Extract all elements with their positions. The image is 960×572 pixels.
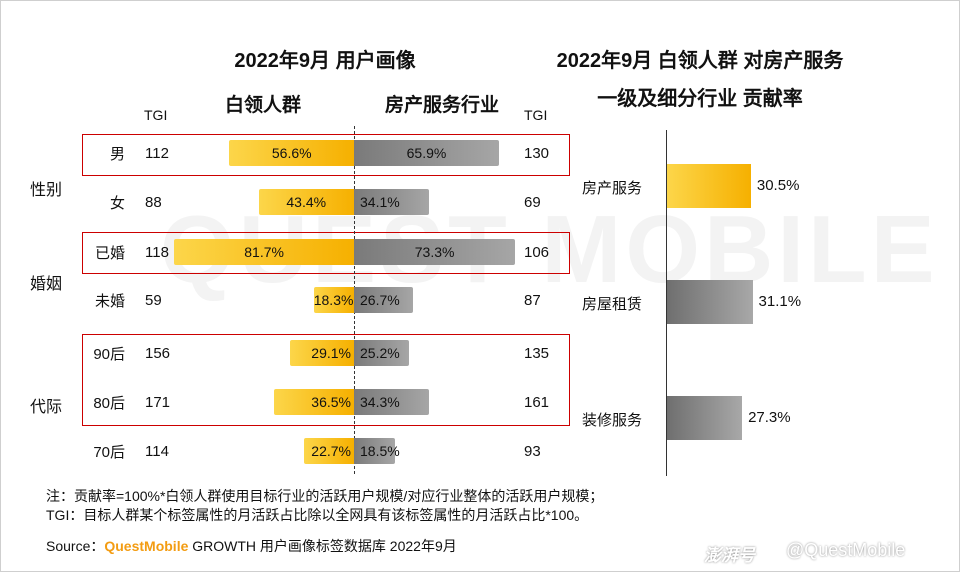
tgi-right-value: 87 [524, 292, 541, 309]
bar-real-estate [354, 287, 413, 313]
group-label-marriage: 婚姻 [30, 276, 63, 293]
tgi-left-value: 88 [145, 194, 162, 211]
category-label: 80后 [93, 395, 125, 412]
tgi-right-value: 93 [524, 443, 541, 460]
contribution-category-label: 房屋租赁 [582, 296, 643, 313]
bar-label-left: 36.5% [311, 394, 351, 410]
bar-white-collar [229, 140, 354, 166]
bar-real-estate [354, 438, 395, 464]
contribution-bar [667, 396, 743, 440]
bar-label-right: 34.3% [360, 394, 400, 410]
bar-real-estate [354, 340, 410, 366]
contribution-value-label: 30.5% [756, 177, 800, 194]
tgi-right-value: 106 [524, 244, 550, 261]
bar-real-estate [354, 140, 499, 166]
tgi-left-value: 171 [145, 394, 171, 411]
right-chart-title-line1: 2022年9月 白领人群 对房产服务 [556, 50, 844, 72]
highlight-box-married [82, 232, 570, 274]
bar-real-estate [354, 239, 516, 265]
bar-white-collar [273, 389, 354, 415]
bar-real-estate [354, 189, 430, 215]
category-label: 女 [109, 195, 125, 212]
bar-label-right: 26.7% [360, 292, 400, 308]
source-brand: QuestMobile [104, 538, 189, 554]
category-label: 男 [109, 146, 125, 163]
bar-label-right: 25.2% [360, 345, 400, 361]
tgi-left-value: 59 [145, 292, 162, 309]
bar-white-collar [304, 438, 354, 464]
series-header-left: 白领人群 [225, 95, 302, 116]
bar-label-right: 34.1% [360, 194, 400, 210]
source-prefix: Source： [46, 538, 105, 554]
tgi-right-value: 69 [524, 194, 541, 211]
bar-white-collar [258, 189, 354, 215]
highlight-box-male [82, 134, 570, 176]
bar-white-collar [289, 340, 354, 366]
bar-label-right: 65.9% [406, 145, 447, 161]
contribution-category-label: 装修服务 [582, 412, 643, 429]
series-header-right: 房产服务行业 [385, 95, 500, 116]
note-line-2: TGI：目标人群某个标签属性的月活跃占比除以全网具有该标签属性的月活跃占比*10… [46, 507, 589, 523]
category-label: 已婚 [94, 245, 125, 262]
category-label: 90后 [93, 346, 125, 363]
bar-label-left: 22.7% [311, 443, 351, 459]
right-chart-axis [666, 130, 667, 476]
tgi-header-right: TGI [524, 107, 548, 123]
contribution-bar [667, 280, 753, 324]
source-rest: GROWTH 用户画像标签数据库 2022年9月 [188, 538, 457, 554]
contribution-value-label: 27.3% [748, 409, 791, 426]
bar-white-collar [313, 287, 354, 313]
contribution-value-label: 31.1% [758, 293, 802, 310]
watermark-right: @QuestMobile [786, 540, 906, 560]
tgi-header-left: TGI [144, 107, 168, 123]
category-label: 70后 [93, 444, 125, 461]
bar-label-right: 18.5% [360, 443, 400, 459]
tgi-right-value: 161 [524, 394, 550, 411]
bar-label-left: 18.3% [313, 292, 354, 308]
tgi-right-value: 135 [524, 345, 550, 362]
bar-label-left: 81.7% [244, 244, 284, 260]
tgi-left-value: 118 [145, 244, 169, 261]
category-label: 未婚 [94, 293, 125, 310]
note-line-1: 注：贡献率=100%*白领人群使用目标行业的活跃用户规模/对应行业整体的活跃用户… [46, 488, 604, 504]
bar-label-left: 43.4% [286, 194, 327, 210]
tgi-left-value: 156 [145, 345, 171, 362]
watermark-left: 澎湃号 [704, 546, 755, 565]
bar-label-left: 56.6% [271, 145, 312, 161]
tgi-left-value: 112 [145, 145, 169, 162]
group-label-generation: 代际 [30, 399, 63, 416]
tgi-right-value: 130 [524, 145, 550, 162]
bar-label-right: 73.3% [414, 244, 455, 260]
left-chart-title: 2022年9月 用户画像 [234, 50, 416, 72]
contribution-category-label: 房产服务 [582, 180, 643, 197]
bar-real-estate [354, 389, 430, 415]
tgi-left-value: 114 [145, 443, 169, 460]
contribution-bar [667, 164, 751, 208]
bar-label-left: 29.1% [311, 345, 351, 361]
group-label-gender: 性别 [30, 182, 63, 199]
source-line: Source：QuestMobile GROWTH 用户画像标签数据库 2022… [46, 536, 457, 556]
bar-white-collar [174, 239, 354, 265]
highlight-box-generation [82, 334, 570, 426]
right-chart-title-line2: 一级及细分行业 贡献率 [597, 88, 803, 110]
